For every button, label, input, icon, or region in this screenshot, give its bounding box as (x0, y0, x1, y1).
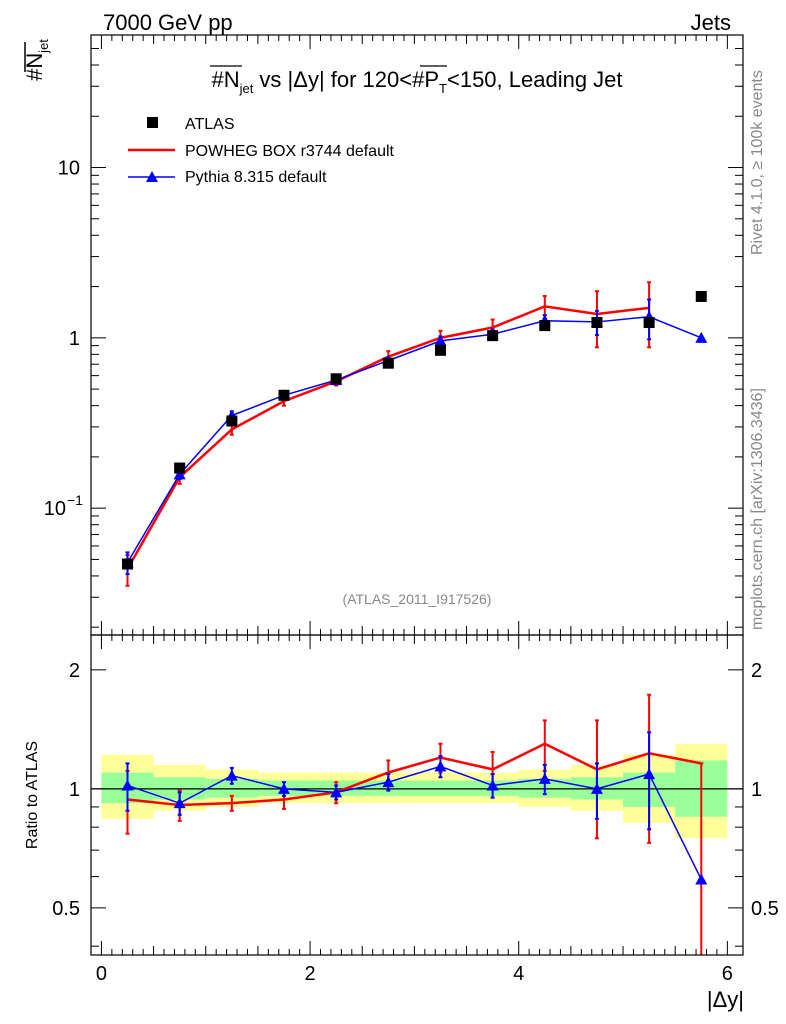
ratio-pythia-point (486, 779, 499, 791)
ratio-pythia-point (277, 782, 290, 794)
side-label-top: Rivet 4.1.0, ≥ 100k events (749, 70, 766, 255)
ratio-pythia-point (121, 779, 134, 791)
x-tick-label: 0 (96, 963, 107, 985)
main-pythia-point (695, 331, 708, 343)
ratio-pythia-point (695, 873, 708, 885)
main-atlas-point (330, 373, 342, 385)
legend-label-pythia: Pythia 8.315 default (185, 169, 327, 186)
main-pythia-point (173, 468, 186, 480)
ratio-pythia-point (225, 769, 238, 781)
y-tick-label: 10 (44, 498, 66, 520)
main-atlas-point (695, 290, 707, 302)
main-atlas-point (278, 389, 290, 401)
legend-label-powheg: POWHEG BOX r3744 default (185, 143, 395, 160)
legend-marker-atlas (147, 117, 158, 128)
main-atlas-point (591, 317, 603, 329)
main-powheg-line (126, 305, 650, 570)
main-atlas-point (643, 317, 655, 329)
ratio-pythia-line (127, 765, 702, 880)
main-pythia-line (126, 315, 702, 563)
ratio-pythia-point (330, 786, 343, 798)
ratio-pythia-point (643, 768, 656, 780)
main-atlas-point (539, 320, 551, 332)
legend-marker-pythia (146, 171, 158, 182)
x-tick-label: 2 (305, 963, 316, 985)
legend-label-atlas: ATLAS (185, 116, 235, 133)
legend: ATLAS POWHEG BOX r3744 default Pythia 8.… (128, 116, 395, 186)
x-tick-label: 6 (722, 963, 733, 985)
ratio-y-tick-label: 1 (69, 779, 80, 801)
ratio-pythia-point (434, 760, 447, 772)
side-label-bottom: mcplots.cern.ch [arXiv:1306.3436] (749, 388, 766, 630)
header-right: Jets (691, 10, 731, 35)
ratio-y-tick-label-right: 0.5 (751, 898, 779, 920)
y-tick-label: 1 (69, 328, 80, 350)
ratio-y-label: Ratio to ATLAS (24, 741, 41, 849)
main-atlas-point (434, 344, 446, 356)
plot-title: #Njet vs |Δy| for 120<#PT<150, Leading J… (211, 67, 622, 96)
ratio-pythia-point (590, 782, 603, 794)
x-axis-label: |Δy| (707, 987, 744, 1012)
y-axis-label: #Njet (22, 39, 51, 81)
ratio-pythia-point (538, 772, 551, 784)
main-atlas-point (487, 330, 499, 342)
main-atlas-point (122, 558, 134, 570)
main-atlas-point (382, 357, 394, 369)
y-tick-label-exponent: −1 (67, 492, 83, 508)
x-tick-label: 4 (513, 963, 524, 985)
ratio-frame (90, 634, 744, 956)
ratio-pythia-point (173, 797, 186, 809)
ratio-y-tick-label: 2 (69, 660, 80, 682)
ratio-y-tick-label: 0.5 (52, 898, 80, 920)
watermark: (ATLAS_2011_I917526) (343, 591, 492, 607)
ratio-powheg-line (127, 742, 702, 807)
ratio-y-tick-label-right: 2 (751, 660, 762, 682)
ratio-plot-panel: 0 2 4 6 0.5 0.5 1 1 2 2 (52, 634, 779, 985)
main-atlas-point (174, 462, 186, 474)
main-atlas-point (226, 415, 238, 427)
main-pythia-point (434, 334, 447, 346)
ratio-pythia-point (382, 776, 395, 788)
header-left: 7000 GeV pp (103, 10, 233, 35)
ratio-y-tick-label-right: 1 (751, 779, 762, 801)
ratio-band-inner (414, 780, 467, 796)
y-tick-label: 10 (58, 158, 80, 180)
